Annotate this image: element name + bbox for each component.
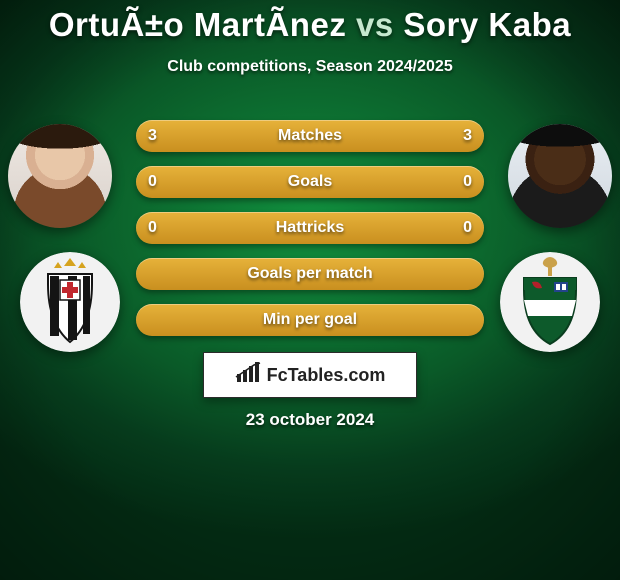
stat-left-value: 0 <box>148 166 157 198</box>
stat-bar-min-per-goal: Min per goal <box>136 304 484 336</box>
player-left-portrait <box>8 124 112 228</box>
stat-bar-hattricks: 0 Hattricks 0 <box>136 212 484 244</box>
page-title: OrtuÃ±o MartÃ­nez vs Sory Kaba <box>0 6 620 44</box>
stat-label: Goals <box>288 173 332 191</box>
stat-label: Matches <box>278 127 342 145</box>
stat-right-value: 0 <box>463 166 472 198</box>
brand-watermark: FcTables.com <box>203 352 417 398</box>
player-right-portrait <box>508 124 612 228</box>
club-left-badge <box>20 252 120 352</box>
club-right-badge <box>500 252 600 352</box>
stat-label: Min per goal <box>263 311 357 329</box>
date-stamp: 23 october 2024 <box>0 410 620 430</box>
title-player1: OrtuÃ±o MartÃ­nez <box>49 6 346 43</box>
comparison-arena: 3 Matches 3 0 Goals 0 0 Hattricks 0 Goal… <box>0 106 620 366</box>
stat-left-value: 3 <box>148 120 157 152</box>
bar-chart-icon <box>235 362 261 389</box>
stat-left-value: 0 <box>148 212 157 244</box>
stat-label: Hattricks <box>276 219 344 237</box>
content-root: OrtuÃ±o MartÃ­nez vs Sory Kaba Club comp… <box>0 0 620 580</box>
brand-text: FcTables.com <box>267 365 386 386</box>
subtitle: Club competitions, Season 2024/2025 <box>0 58 620 76</box>
title-vs: vs <box>356 6 394 43</box>
stat-bar-matches: 3 Matches 3 <box>136 120 484 152</box>
stat-bar-goals-per-match: Goals per match <box>136 258 484 290</box>
title-player2: Sory Kaba <box>403 6 571 43</box>
stat-label: Goals per match <box>247 265 372 283</box>
stat-bars: 3 Matches 3 0 Goals 0 0 Hattricks 0 Goal… <box>136 120 484 336</box>
stat-right-value: 3 <box>463 120 472 152</box>
stat-bar-goals: 0 Goals 0 <box>136 166 484 198</box>
stat-right-value: 0 <box>463 212 472 244</box>
